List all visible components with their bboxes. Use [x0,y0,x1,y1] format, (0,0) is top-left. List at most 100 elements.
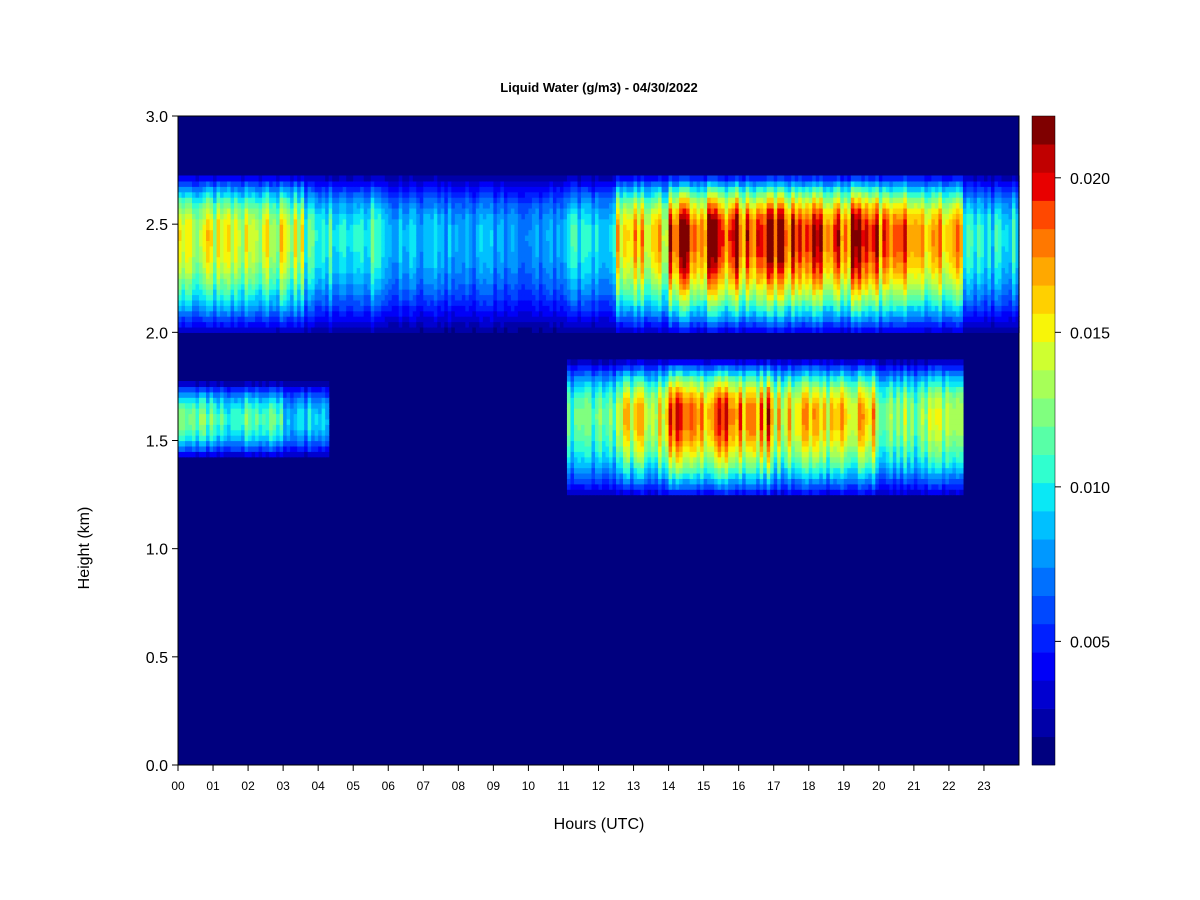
heatmap-cell [577,262,582,269]
heatmap-cell [500,229,505,236]
heatmap-cell [265,245,270,252]
heatmap-cell [609,326,614,333]
heatmap-cell [227,245,232,252]
heatmap-cell [566,283,572,290]
heatmap-cell [230,310,235,317]
heatmap-cell [297,251,302,258]
heatmap-cell [328,245,333,252]
heatmap-cell [437,251,442,258]
heatmap-cell [595,408,600,415]
heatmap-cell [370,229,375,236]
heatmap-cell [444,321,449,328]
heatmap-cell [258,289,263,296]
heatmap-cell [640,391,645,398]
heatmap-cell [335,262,340,269]
heatmap-cell [468,197,473,204]
heatmap-cell [290,251,295,258]
heatmap-cell [458,213,463,220]
heatmap-cell [538,224,544,231]
heatmap-cell [630,402,635,409]
heatmap-cell [633,245,638,252]
heatmap-cell [395,224,400,231]
heatmap-cell [640,299,645,306]
heatmap-cell [496,262,501,269]
heatmap-cell [566,424,572,431]
heatmap-cell [248,413,253,420]
heatmap-cell [195,316,200,323]
heatmap-cell [419,251,424,258]
heatmap-cell [237,424,242,431]
heatmap-cell [612,359,617,366]
heatmap-cell [514,234,519,241]
heatmap-cell [178,283,183,290]
heatmap-cell [395,229,400,236]
heatmap-cell [549,305,554,312]
heatmap-cell [451,234,456,241]
heatmap-cell [458,262,463,269]
heatmap-cell [542,310,547,317]
heatmap-cell [570,489,575,496]
heatmap-cell [332,294,337,301]
heatmap-cell [286,251,291,258]
heatmap-cell [623,245,628,252]
heatmap-cell [332,175,337,182]
heatmap-cell [314,429,319,436]
heatmap-cell [363,262,368,269]
heatmap-cell [507,245,512,252]
heatmap-cell [626,489,631,496]
heatmap-cell [577,413,582,420]
heatmap-cell [402,234,407,241]
heatmap-cell [465,294,470,301]
heatmap-cell [356,267,361,274]
heatmap-cell [591,197,596,204]
heatmap-cell [391,278,396,285]
heatmap-cell [602,191,607,198]
heatmap-cell [199,256,204,263]
heatmap-cell [486,197,491,204]
heatmap-cell [510,202,515,209]
heatmap-cell [595,218,600,225]
heatmap-cell [318,435,323,442]
heatmap-cell [573,381,579,388]
heatmap-cell [559,186,565,193]
heatmap-cell [507,175,512,182]
heatmap-cell [472,218,477,225]
heatmap-cell [265,294,270,301]
heatmap-cell [374,229,379,236]
heatmap-cell [612,397,617,404]
heatmap-cell [339,326,344,333]
heatmap-cell [419,213,424,220]
heatmap-cell [542,245,547,252]
heatmap-cell [356,310,361,317]
heatmap-cell [311,451,316,458]
heatmap-cell [458,294,463,301]
heatmap-cell [423,305,428,312]
heatmap-cell [181,435,186,442]
heatmap-cell [356,213,361,220]
heatmap-cell [493,305,498,312]
heatmap-cell [297,213,302,220]
heatmap-cell [447,218,452,225]
heatmap-cell [616,326,621,333]
heatmap-cell [577,197,582,204]
heatmap-cell [475,175,480,182]
heatmap-cell [591,234,596,241]
heatmap-cell [199,175,204,182]
heatmap-cell [178,408,183,415]
heatmap-cell [244,229,249,236]
heatmap-cell [444,310,449,317]
heatmap-cell [311,262,316,269]
heatmap-cell [297,305,302,312]
heatmap-cell [311,256,316,263]
heatmap-cell [283,310,288,317]
heatmap-cell [626,321,631,328]
heatmap-cell [248,229,253,236]
heatmap-cell [227,240,232,247]
heatmap-cell [353,294,358,301]
heatmap-cell [451,229,456,236]
heatmap-cell [265,256,270,263]
heatmap-cell [433,299,438,306]
heatmap-cell [356,294,361,301]
heatmap-cell [230,256,235,263]
heatmap-cell [276,435,281,442]
